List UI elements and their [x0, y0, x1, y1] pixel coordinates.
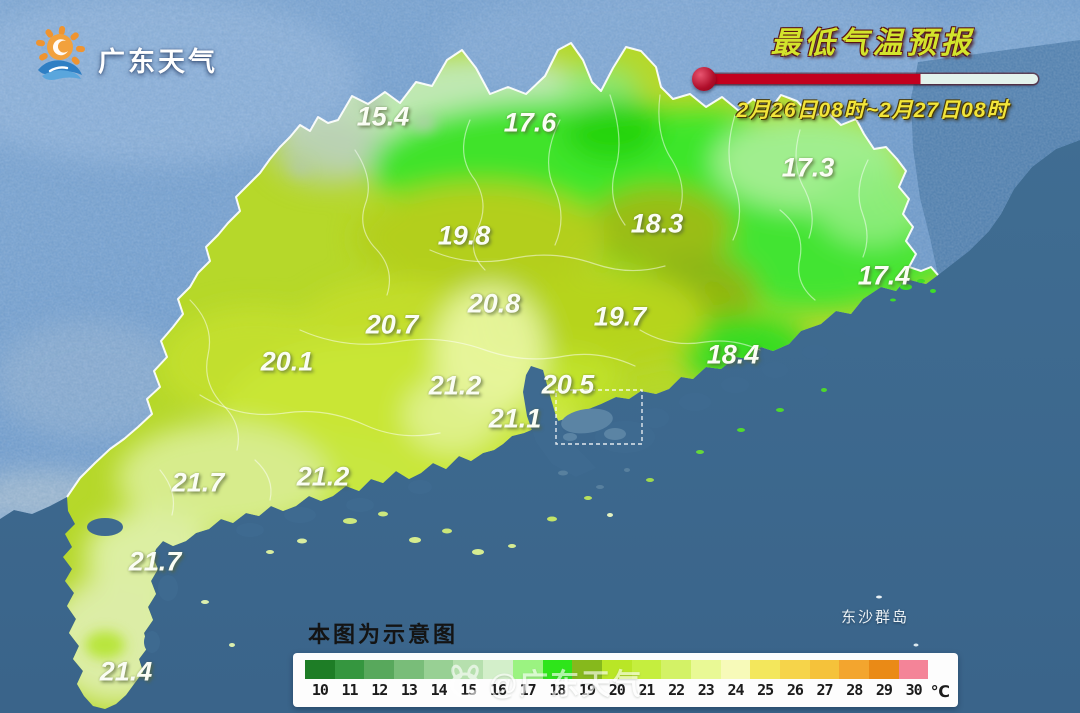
legend-label: 22	[668, 681, 685, 699]
legend-swatch	[512, 660, 543, 679]
legend-entry: 11	[334, 660, 365, 699]
thermometer-graphic	[690, 66, 1055, 92]
legend-swatch	[869, 660, 899, 679]
legend-swatch	[542, 660, 573, 679]
legend-label: 16	[489, 681, 507, 699]
legend-label: 12	[371, 681, 388, 699]
legend-entry: 26	[780, 660, 810, 699]
watermark: @广东天气	[447, 661, 643, 703]
legend-entry: 13	[394, 660, 424, 699]
legend-label: 18	[549, 681, 566, 699]
legend-label: 27	[816, 681, 834, 699]
legend-label: 11	[341, 681, 359, 699]
legend-swatch	[631, 660, 662, 679]
legend-unit: ℃	[930, 684, 950, 701]
legend-entry: 30	[898, 660, 929, 699]
legend-swatch	[809, 660, 840, 679]
legend-label: 10	[311, 681, 329, 699]
legend-entry: 27	[809, 660, 840, 699]
legend-swatch	[334, 660, 365, 679]
legend-label: 24	[727, 681, 744, 699]
province-border	[66, 42, 939, 498]
dongsha-islands-label: 东沙群岛	[841, 609, 910, 626]
legend-entry: 14	[423, 660, 454, 699]
legend-swatch	[423, 660, 454, 679]
thermometer-bulb	[692, 67, 716, 91]
sun-cloud-logo-icon	[36, 26, 85, 80]
legend-entry: 22	[661, 660, 691, 699]
legend-swatch	[572, 660, 602, 679]
legend-swatch	[750, 660, 780, 679]
legend-entry: 25	[750, 660, 780, 699]
brand-name: 广东天气	[98, 46, 218, 77]
islands	[201, 279, 936, 655]
map-note: 本图为示意图	[308, 622, 459, 647]
brand-logo: 广东天气	[28, 24, 218, 94]
legend-label: 23	[697, 681, 715, 699]
legend-swatches: 10 11 12 13 14 15 16 17 18 19 20 21 22 23 24 25 26 27 28 29…	[305, 660, 929, 699]
legend-label: 20	[608, 681, 626, 699]
forecast-title: 最低气温预报	[770, 27, 975, 60]
legend-entry: 24	[720, 660, 751, 699]
legend-label: 14	[430, 681, 448, 699]
legend-swatch	[601, 660, 632, 679]
legend-label: 19	[579, 681, 596, 699]
legend-swatch	[898, 660, 929, 679]
hongkong-inset	[555, 389, 643, 445]
legend-entry: 28	[839, 660, 870, 699]
legend-swatch	[780, 660, 810, 679]
forecast-period: 2月26日08时~2月27日08时	[736, 99, 1009, 122]
legend-label: 28	[846, 681, 863, 699]
legend-entry: 21	[631, 660, 662, 699]
legend-label: 25	[757, 681, 774, 699]
forecast-header: 最低气温预报 2月26日08时~2月27日08时	[690, 18, 1055, 124]
legend-swatch	[720, 660, 751, 679]
legend-entry: 18	[542, 660, 573, 699]
legend-entry: 19	[572, 660, 602, 699]
legend-label: 30	[905, 681, 923, 699]
legend-label: 26	[786, 681, 804, 699]
legend-entry: 29	[869, 660, 899, 699]
legend-label: 29	[875, 681, 893, 699]
temperature-legend: 10 11 12 13 14 15 16 17 18 19 20 21 22 23 24 25 26 27 28 29…	[293, 653, 958, 707]
legend-label: 13	[400, 681, 418, 699]
legend-swatch	[483, 660, 513, 679]
legend-label: 17	[519, 681, 537, 699]
legend-entry: 16	[483, 660, 513, 699]
legend-entry: 17	[512, 660, 543, 699]
thermometer-tube	[702, 74, 1038, 84]
legend-swatch	[661, 660, 691, 679]
legend-entry: 20	[601, 660, 632, 699]
weibo-mascot-icon	[450, 664, 480, 698]
legend-swatch	[364, 660, 395, 679]
legend-entry: 12	[364, 660, 395, 699]
legend-label: 21	[638, 681, 655, 699]
district-boundaries	[159, 94, 869, 516]
legend-swatch	[690, 660, 721, 679]
legend-swatch	[839, 660, 870, 679]
watermark-text: @广东天气	[489, 669, 644, 701]
legend-entry: 10	[305, 660, 335, 699]
legend-entry: 23	[690, 660, 721, 699]
legend-swatch	[305, 660, 335, 679]
legend-swatch	[394, 660, 424, 679]
dashed-boundary-box	[555, 389, 643, 445]
